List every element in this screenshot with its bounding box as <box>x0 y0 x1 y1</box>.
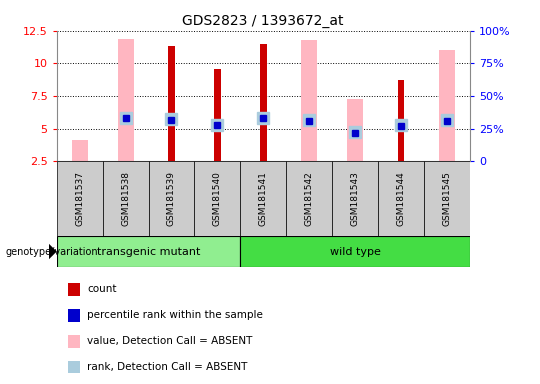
Text: GSM181543: GSM181543 <box>350 171 360 226</box>
Text: transgenic mutant: transgenic mutant <box>97 247 200 257</box>
Text: count: count <box>87 285 117 295</box>
Bar <box>439 50 455 161</box>
Bar <box>68 335 79 348</box>
Text: GSM181545: GSM181545 <box>442 171 451 226</box>
Bar <box>240 236 470 267</box>
Bar <box>286 161 332 236</box>
Bar <box>57 236 240 267</box>
Bar <box>57 161 103 236</box>
Text: GSM181540: GSM181540 <box>213 171 222 226</box>
Bar <box>240 161 286 236</box>
Bar <box>68 361 79 373</box>
Bar <box>214 69 221 161</box>
Text: GSM181542: GSM181542 <box>305 171 314 226</box>
Bar <box>68 283 79 296</box>
Bar <box>378 161 424 236</box>
Text: genotype/variation: genotype/variation <box>5 247 98 257</box>
Bar <box>347 99 363 161</box>
Text: GSM181537: GSM181537 <box>75 171 84 226</box>
Text: GSM181538: GSM181538 <box>121 171 130 226</box>
Text: percentile rank within the sample: percentile rank within the sample <box>87 310 263 320</box>
Bar <box>301 40 317 161</box>
Bar <box>397 80 404 161</box>
Polygon shape <box>49 243 57 260</box>
Bar <box>424 161 470 236</box>
Text: value, Detection Call = ABSENT: value, Detection Call = ABSENT <box>87 336 252 346</box>
Bar <box>260 44 267 161</box>
Text: wild type: wild type <box>329 247 381 257</box>
Text: rank, Detection Call = ABSENT: rank, Detection Call = ABSENT <box>87 362 247 372</box>
Bar <box>148 161 194 236</box>
Text: GSM181544: GSM181544 <box>396 171 406 226</box>
Bar <box>168 46 175 161</box>
Text: GSM181539: GSM181539 <box>167 171 176 226</box>
Bar <box>194 161 240 236</box>
Title: GDS2823 / 1393672_at: GDS2823 / 1393672_at <box>183 14 344 28</box>
Bar <box>332 161 378 236</box>
Bar <box>68 309 79 321</box>
Bar <box>118 38 133 161</box>
Text: GSM181541: GSM181541 <box>259 171 268 226</box>
Bar <box>103 161 148 236</box>
Bar <box>72 141 87 161</box>
